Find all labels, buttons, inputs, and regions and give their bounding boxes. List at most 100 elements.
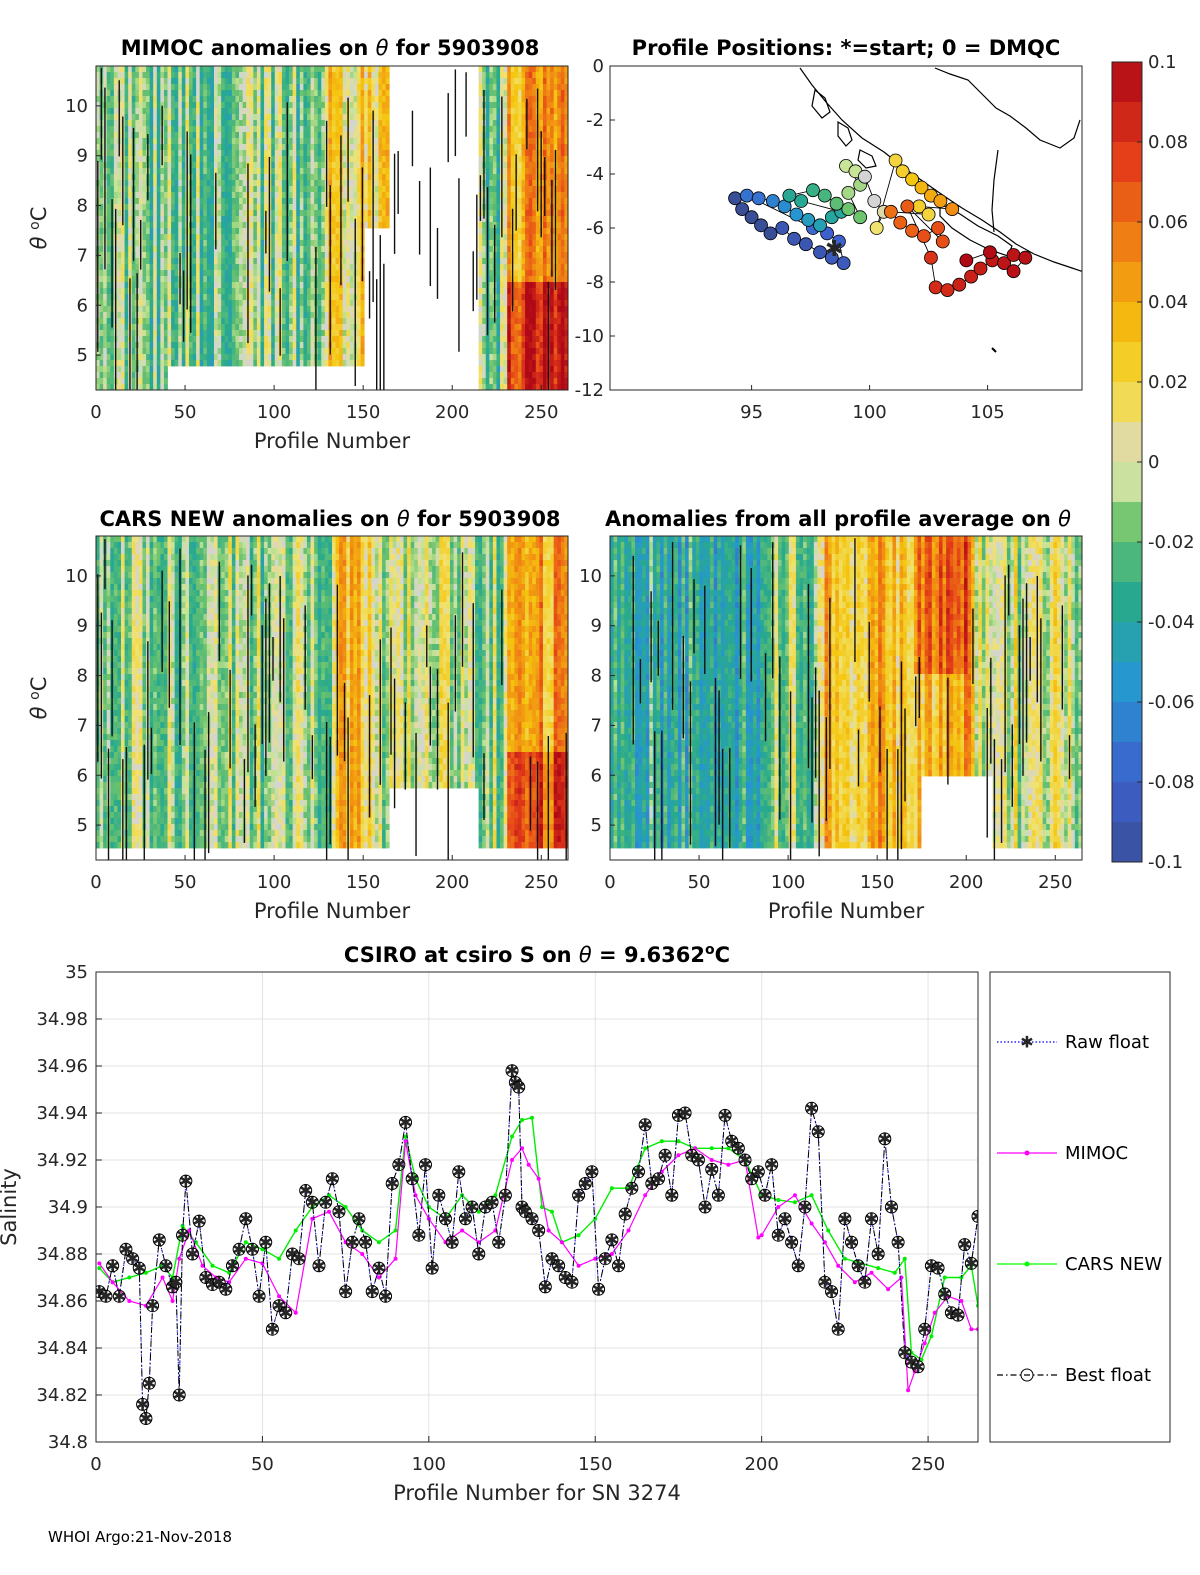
heat-cell [317,360,322,367]
heat-cell [171,180,176,187]
heat-cell [332,252,336,259]
heat-cell [517,174,522,181]
heat-cell [264,360,269,367]
heat-cell [525,78,530,85]
heat-cell [256,318,261,325]
heat-cell [485,72,490,79]
heat-cell [239,72,244,79]
heat-cell [271,102,276,109]
heat-cell [357,108,362,115]
heat-cell [489,264,494,271]
heat-cell [532,204,537,211]
heat-cell [135,66,140,73]
heat-cell [149,234,154,241]
heat-cell [500,306,505,313]
heat-cell [199,288,204,295]
heat-cell [267,324,272,331]
heat-cell [106,282,111,289]
heat-cell [103,282,108,289]
heat-cell [264,270,269,277]
heat-cell [260,198,265,205]
heat-cell [528,84,533,91]
heat-cell [528,312,533,319]
heat-cell [317,294,322,301]
heat-cell [292,300,297,307]
heat-cell [271,180,276,187]
heat-cell [342,132,347,139]
heat-cell [378,78,383,85]
heat-cell [335,300,340,307]
heat-cell [253,330,258,337]
heat-cell [249,120,254,127]
heat-cell [224,222,229,229]
heat-cell [110,384,115,390]
heat-cell [521,102,526,109]
heat-cell [217,126,222,133]
heat-cell [492,342,497,349]
heat-cell [528,192,533,199]
heat-cell [249,66,254,73]
heat-cell [235,180,240,187]
heat-cell [135,126,140,133]
heat-cell [478,318,483,325]
heat-cell [292,276,297,283]
heat-cell [521,210,526,217]
heat-cell [478,102,483,109]
heat-cell [188,84,193,91]
heat-cell [167,156,172,163]
heat-cell [146,276,151,283]
heat-cell [285,294,290,301]
heat-cell [217,288,222,295]
heat-cell [349,324,354,331]
heat-cell [174,210,179,217]
heat-cell [489,366,494,373]
heat-cell [342,336,347,343]
heat-cell [371,90,376,97]
heat-cell [149,372,154,379]
heat-cell [535,252,540,259]
heat-cell [231,138,236,145]
heat-cell [485,108,490,115]
heat-cell [528,204,533,211]
heat-cell [492,198,497,205]
heat-cell [256,234,261,241]
heat-cell [135,84,140,91]
heat-cell [535,366,540,373]
heat-cell [113,138,118,145]
heat-cell [121,72,126,79]
heat-cell [160,294,165,301]
heat-cell [360,96,365,103]
heat-cell [507,234,512,241]
heat-cell [156,252,161,259]
heat-cell [503,306,508,313]
heat-cell [478,168,483,175]
heat-cell [249,138,254,145]
heat-cell [296,174,301,181]
heat-cell [510,204,515,211]
heat-cell [192,300,197,307]
heat-cell [507,342,512,349]
heat-cell [267,132,272,139]
heat-cell [210,102,215,109]
heat-cell [199,318,204,325]
heat-cell [196,306,201,313]
heat-cell [271,288,276,295]
heat-cell [274,348,279,355]
heat-cell [517,384,522,390]
heat-cell [142,78,147,85]
heat-cell [292,168,297,175]
heat-cell [171,210,176,217]
heat-cell [96,150,100,157]
heat-cell [496,90,501,97]
heat-cell [160,348,165,355]
heat-cell [525,204,530,211]
heat-cell [292,120,297,127]
heat-cell [174,336,179,343]
heat-cell [281,114,286,121]
heat-cell [514,264,519,271]
heat-cell [503,324,508,331]
heat-cell [121,294,126,301]
heat-cell [231,240,236,247]
heat-cell [203,138,208,145]
heat-cell [206,102,211,109]
